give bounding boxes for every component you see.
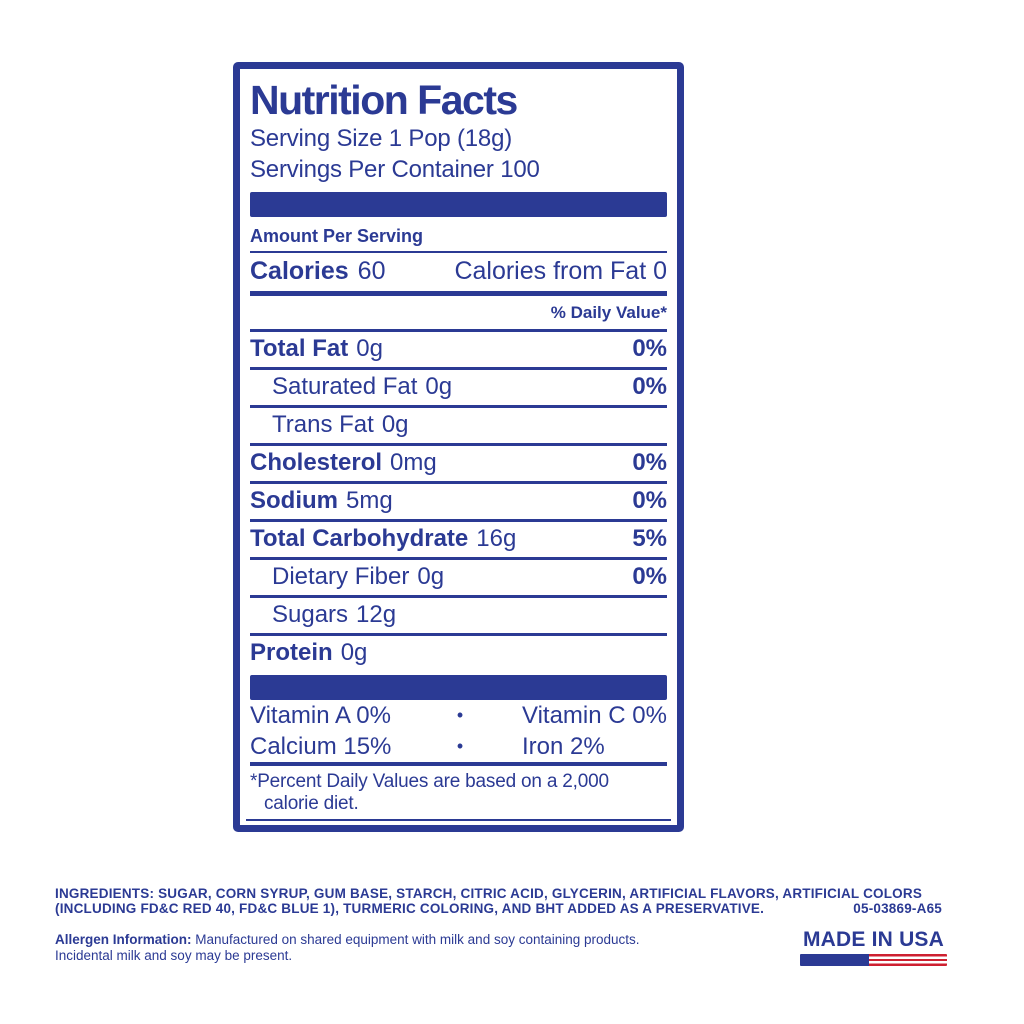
nutrient-name-amount: Sugars 12g: [272, 601, 397, 628]
nutrient-row-dietary-fiber: Dietary Fiber 0g 0%: [250, 560, 667, 595]
calcium: Calcium 15%: [250, 733, 392, 760]
ingredients-line2-row: (INCLUDING FD&C RED 40, FD&C BLUE 1), TU…: [55, 901, 942, 916]
bullet-icon: •: [456, 736, 464, 756]
divider: [250, 595, 667, 598]
made-in-usa-text: MADE IN USA: [802, 928, 945, 951]
nutrient-dv: 0%: [632, 563, 667, 590]
ingredients-statement: INGREDIENTS: SUGAR, CORN SYRUP, GUM BASE…: [55, 886, 942, 916]
divider: [250, 443, 667, 446]
nutrient-name-amount: Dietary Fiber 0g: [272, 563, 445, 590]
servings-per-container: Servings Per Container 100: [250, 156, 540, 183]
flag-stripes: [869, 954, 947, 966]
nutrient-row-cholesterol: Cholesterol 0mg 0%: [250, 446, 667, 481]
flag-blue-field: [800, 954, 870, 966]
allergen-line1: Manufactured on shared equipment with mi…: [195, 932, 640, 947]
calories-label: Calories 60: [250, 257, 385, 286]
product-code: 05-03869-A65: [853, 901, 942, 916]
nutrient-dv: 0%: [632, 335, 667, 362]
vitamin-row-2: Calcium 15% • Iron 2%: [250, 731, 667, 762]
nutrient-row-total-fat: Total Fat 0g 0%: [250, 332, 667, 367]
nutrient-row-sodium: Sodium 5mg 0%: [250, 484, 667, 519]
calories-row: Calories 60 Calories from Fat 0: [250, 253, 667, 291]
usa-flag-icon: [800, 954, 947, 966]
divider: [250, 329, 667, 332]
nutrient-name-amount: Trans Fat 0g: [272, 411, 409, 438]
amount-per-serving-label: Amount Per Serving: [250, 226, 424, 246]
nutrient-dv: 0%: [632, 487, 667, 514]
ingredients-line1: INGREDIENTS: SUGAR, CORN SYRUP, GUM BASE…: [55, 886, 923, 901]
nutrition-facts-panel: Nutrition Facts Serving Size 1 Pop (18g)…: [233, 62, 684, 832]
footnote: *Percent Daily Values are based on a 2,0…: [250, 766, 667, 815]
nutrient-dv: 0%: [632, 373, 667, 400]
allergen-line2: Incidental milk and soy may be present.: [55, 948, 293, 963]
nutrient-name-amount: Cholesterol 0mg: [250, 449, 437, 476]
allergen-information: Allergen Information: Manufactured on sh…: [55, 932, 765, 964]
label-title: Nutrition Facts: [250, 77, 518, 123]
vitamin-c: Vitamin C 0%: [522, 702, 667, 729]
divider-footnote: [250, 762, 667, 766]
vitamin-a: Vitamin A 0%: [250, 702, 391, 729]
nutrient-name-amount: Saturated Fat 0g: [272, 373, 453, 400]
serving-size: Serving Size 1 Pop (18g): [250, 125, 513, 152]
separator-bar-top: [250, 192, 667, 217]
nutrient-row-saturated-fat: Saturated Fat 0g 0%: [250, 370, 667, 405]
divider: [250, 481, 667, 484]
nutrient-name-amount: Protein 0g: [250, 639, 368, 666]
iron: Iron 2%: [522, 733, 605, 760]
separator-bar-bottom: [250, 675, 667, 700]
footnote-line1: *Percent Daily Values are based on a 2,0…: [250, 771, 609, 792]
nutrient-row-total-carbohydrate: Total Carbohydrate 16g 5%: [250, 522, 667, 557]
inner-bottom-rule: [246, 819, 671, 821]
nutrient-name-amount: Total Fat 0g: [250, 335, 383, 362]
nutrient-row-trans-fat: Trans Fat 0g: [250, 408, 667, 443]
calories-from-fat: Calories from Fat 0: [454, 257, 667, 285]
nutrient-dv: 5%: [632, 525, 667, 552]
calories-value: 60: [357, 257, 386, 285]
calories-word: Calories: [250, 257, 349, 285]
nutrient-dv: 0%: [632, 449, 667, 476]
nutrient-name-amount: Total Carbohydrate 16g: [250, 525, 517, 552]
ingredients-line2: (INCLUDING FD&C RED 40, FD&C BLUE 1), TU…: [55, 901, 765, 916]
daily-value-header: % Daily Value*: [550, 303, 667, 322]
bullet-icon: •: [456, 705, 464, 725]
divider: [250, 367, 667, 370]
divider: [250, 405, 667, 408]
footnote-line2: calorie diet.: [264, 793, 359, 814]
allergen-label: Allergen Information:: [55, 932, 192, 947]
vitamin-row-1: Vitamin A 0% • Vitamin C 0%: [250, 700, 667, 731]
divider: [250, 519, 667, 522]
nutrient-row-protein: Protein 0g: [250, 636, 667, 671]
divider: [250, 251, 667, 253]
divider: [250, 633, 667, 636]
nutrient-name-amount: Sodium 5mg: [250, 487, 393, 514]
made-in-usa: MADE IN USA: [800, 929, 947, 966]
divider-thick: [250, 291, 667, 296]
nutrient-row-sugars: Sugars 12g: [250, 598, 667, 633]
divider: [250, 557, 667, 560]
